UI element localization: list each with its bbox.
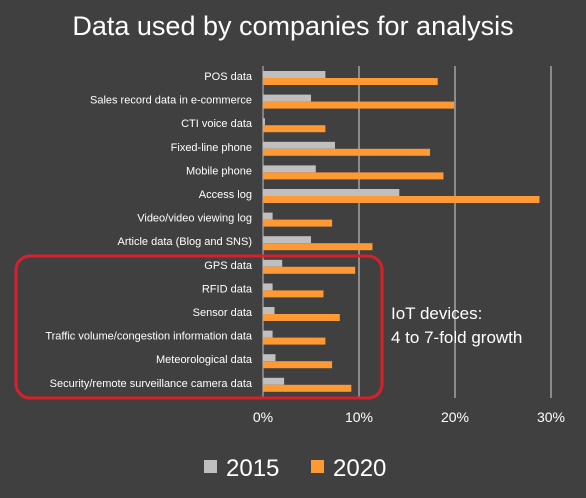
bar-2015	[263, 283, 273, 291]
x-tick-label: 10%	[345, 409, 373, 425]
bar-2020	[263, 148, 431, 156]
bars	[263, 71, 540, 392]
bar-2015	[263, 307, 275, 314]
bar-2015	[263, 71, 326, 78]
bar-2020	[263, 384, 352, 392]
bar-2015	[263, 330, 273, 338]
category-label: Article data (Blog and SNS)	[117, 236, 252, 248]
bar-2015	[263, 118, 265, 126]
legend-item-2015: 2015	[204, 455, 279, 482]
bar-2015	[263, 141, 335, 149]
legend-swatch-2015	[204, 460, 217, 473]
bar-2020	[263, 337, 326, 345]
category-label: Meteorological data	[156, 354, 253, 366]
category-label: POS data	[204, 71, 253, 83]
bar-2015	[263, 212, 273, 220]
bar-2020	[263, 361, 333, 369]
category-label: Sales record data in e-commerce	[90, 95, 252, 107]
bar-2020	[263, 290, 324, 298]
category-labels: POS data Sales record data in e-commerce C…	[45, 71, 253, 390]
legend: 2015 2020	[204, 455, 386, 482]
category-label: CTI voice data	[181, 118, 253, 130]
annotation-line-1: IoT devices:	[391, 304, 482, 323]
bar-2015	[263, 165, 316, 173]
iot-annotation: IoT devices: 4 to 7-fold growth	[391, 304, 522, 347]
category-label: Access log	[199, 189, 252, 201]
legend-swatch-2020	[311, 460, 324, 473]
bar-2015	[263, 94, 311, 102]
iot-highlight-box	[14, 254, 384, 400]
bar-2020	[263, 172, 444, 180]
category-label: Traffic volume/congestion information da…	[45, 331, 253, 343]
category-label: Fixed-line phone	[171, 142, 252, 154]
gridlines	[262, 66, 552, 398]
x-tick-labels: 0% 10% 20% 30%	[253, 409, 565, 425]
bar-2020	[263, 314, 340, 321]
x-tick-label: 0%	[253, 409, 273, 425]
bar-2020	[263, 243, 373, 251]
bar-2020	[263, 219, 333, 227]
chart-title: Data used by companies for analysis	[72, 11, 513, 41]
legend-item-2020: 2020	[311, 455, 386, 482]
bar-2020	[263, 101, 455, 109]
category-label: Sensor data	[193, 307, 253, 319]
bar-2015	[263, 354, 276, 362]
category-label: Video/video viewing log	[137, 213, 252, 225]
legend-label-2015: 2015	[226, 455, 279, 482]
category-label: Mobile phone	[186, 165, 252, 177]
category-label: GPS data	[204, 260, 253, 272]
x-tick-label: 20%	[441, 409, 469, 425]
x-tick-label: 30%	[537, 409, 565, 425]
bar-2015	[263, 189, 400, 196]
category-label: Security/remote surveillance camera data	[50, 378, 253, 390]
bar-2015	[263, 259, 283, 267]
bar-2020	[263, 78, 438, 85]
annotation-line-2: 4 to 7-fold growth	[391, 328, 522, 347]
bar-2015	[263, 236, 311, 244]
bar-2020	[263, 266, 356, 274]
category-label: RFID data	[202, 283, 253, 295]
bar-2015	[263, 377, 285, 385]
bar-2020	[263, 125, 326, 133]
bar-2020	[263, 196, 540, 203]
legend-label-2020: 2020	[333, 455, 386, 482]
